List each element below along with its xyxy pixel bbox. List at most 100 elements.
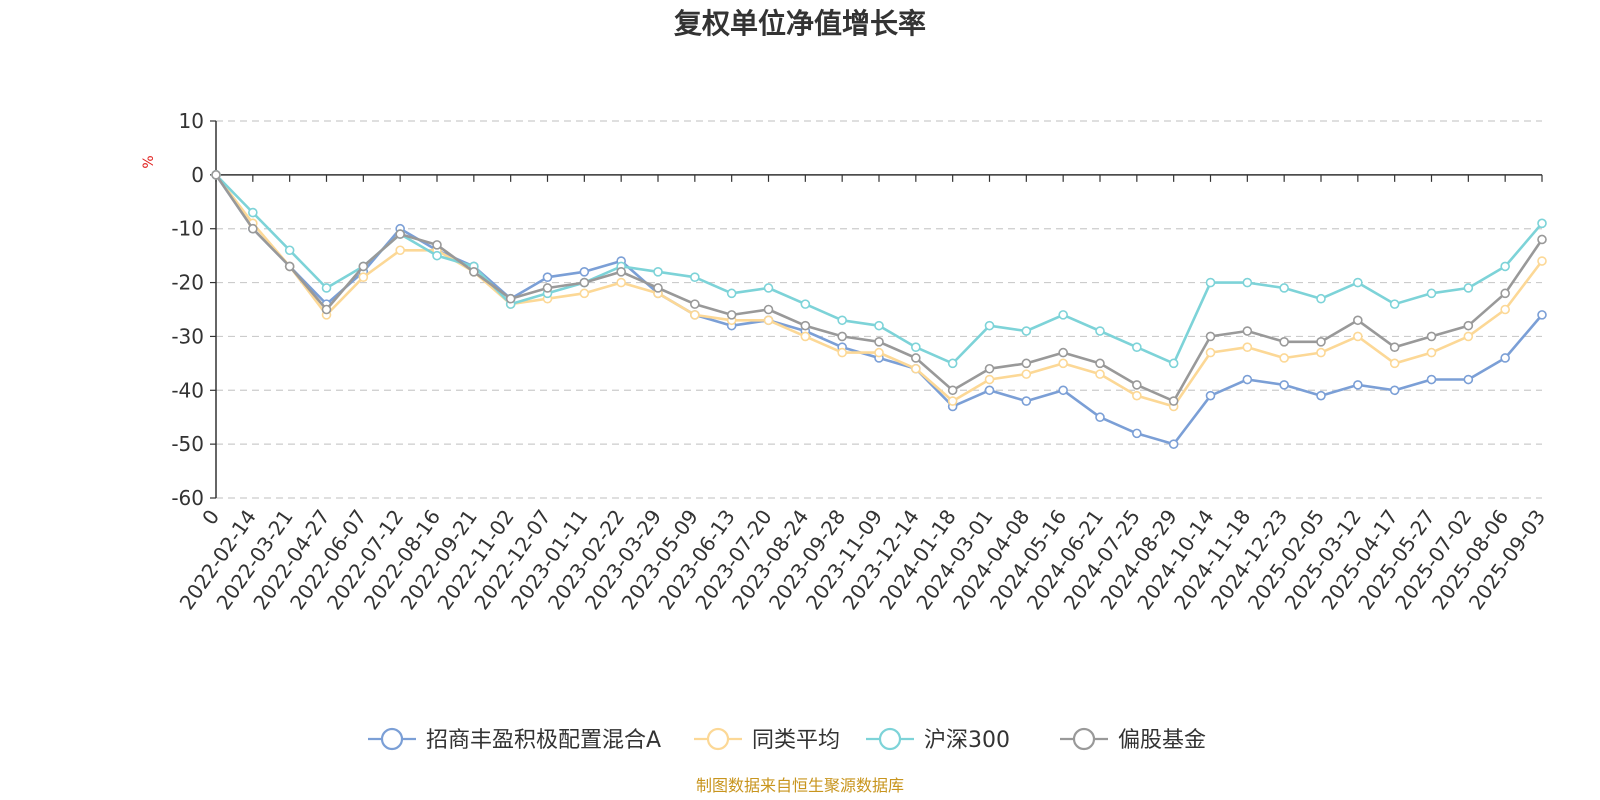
data-point	[1389, 358, 1400, 369]
data-point	[1316, 390, 1326, 401]
data-point	[1021, 369, 1032, 379]
data-point	[690, 310, 700, 320]
data-point	[690, 299, 700, 309]
data-point	[211, 170, 221, 180]
series-line	[214, 174, 1543, 446]
data-point	[1095, 358, 1105, 369]
data-point	[505, 293, 516, 304]
data-point	[321, 283, 332, 293]
data-point	[947, 396, 958, 406]
legend-label: 同类平均	[752, 728, 840, 753]
data-point	[837, 315, 847, 326]
data-point	[984, 320, 995, 331]
data-point	[1426, 288, 1437, 299]
legend-item[interactable]: 招商丰盈积极配置混合A	[368, 727, 661, 753]
data-point	[1168, 439, 1179, 449]
y-tick-label: -50	[171, 432, 204, 456]
legend-item[interactable]: 同类平均	[694, 727, 840, 753]
data-point	[579, 266, 590, 277]
grid-lines	[216, 120, 1542, 499]
data-point	[1389, 385, 1400, 396]
data-point	[616, 277, 626, 288]
data-point	[911, 342, 921, 353]
data-point	[1132, 380, 1142, 390]
data-point	[1537, 234, 1547, 245]
legend-marker-icon	[706, 727, 730, 751]
plot-area	[211, 170, 1547, 449]
data-point	[1537, 310, 1547, 320]
data-point	[395, 229, 405, 239]
y-tick-label: -10	[171, 217, 204, 241]
data-point	[1205, 390, 1216, 401]
legend-marker-icon	[1072, 727, 1096, 751]
data-point	[321, 304, 332, 315]
data-point	[469, 266, 479, 277]
data-point	[284, 245, 295, 256]
legend-label: 偏股基金	[1118, 728, 1206, 753]
data-point	[726, 288, 737, 299]
data-point	[1316, 293, 1326, 304]
data-point	[1426, 347, 1437, 358]
legend-item[interactable]: 沪深300	[866, 727, 1010, 753]
y-tick-label: -20	[171, 271, 204, 295]
data-point	[248, 223, 258, 234]
series-2	[211, 170, 1547, 412]
data-point	[432, 240, 442, 250]
data-point	[1132, 428, 1142, 439]
data-point	[1242, 374, 1253, 385]
data-point	[1316, 347, 1326, 358]
data-point	[1168, 396, 1179, 406]
data-point	[1463, 331, 1474, 342]
data-point	[763, 315, 774, 326]
data-point	[1021, 396, 1032, 406]
data-point	[1500, 261, 1510, 272]
data-point	[1205, 347, 1216, 358]
y-axis: 10 0 -10 -20 -30 -40 -50 -60	[171, 109, 217, 510]
data-point	[1279, 283, 1289, 293]
y-tick-label: -40	[171, 378, 204, 402]
data-point	[1463, 283, 1474, 293]
data-point	[1279, 353, 1289, 363]
legend-item[interactable]: 偏股基金	[1060, 727, 1206, 753]
series-line	[215, 173, 1543, 365]
data-point	[984, 385, 995, 396]
data-point	[874, 347, 884, 358]
y-tick-label: 10	[179, 109, 204, 133]
data-point	[1279, 337, 1289, 347]
legend: 招商丰盈积极配置混合A 同类平均 沪深300 偏股基金	[368, 727, 1206, 753]
series-line	[214, 174, 1544, 408]
data-point	[763, 283, 774, 293]
data-point	[1463, 320, 1474, 331]
legend-label: 沪深300	[924, 728, 1010, 753]
x-axis: 02022-02-142022-03-212022-04-272022-06-0…	[175, 174, 1550, 614]
source-note: 制图数据来自恒生聚源数据库	[696, 776, 904, 795]
data-point	[432, 250, 442, 261]
series-1	[211, 170, 1547, 449]
data-point	[1058, 310, 1068, 320]
y-tick-label: -60	[171, 486, 204, 510]
data-point	[984, 363, 995, 374]
data-point	[358, 261, 369, 272]
data-point	[579, 288, 590, 299]
data-point	[837, 347, 847, 358]
data-point	[653, 266, 663, 277]
data-point	[1353, 315, 1363, 326]
data-point	[579, 277, 590, 288]
data-point	[1242, 326, 1253, 336]
data-point	[1058, 385, 1068, 396]
data-point	[1537, 256, 1547, 266]
data-point	[1095, 369, 1105, 379]
data-point	[874, 337, 884, 347]
data-point	[837, 331, 847, 342]
data-point	[911, 363, 921, 374]
data-point	[1168, 358, 1179, 369]
y-axis-unit: %	[141, 155, 157, 168]
data-point	[726, 310, 737, 320]
data-point	[1353, 380, 1363, 390]
legend-marker-icon	[380, 727, 404, 751]
data-point	[800, 299, 811, 309]
chart-title: 复权单位净值增长率	[674, 7, 926, 40]
data-point	[542, 272, 553, 282]
data-point	[763, 304, 774, 315]
